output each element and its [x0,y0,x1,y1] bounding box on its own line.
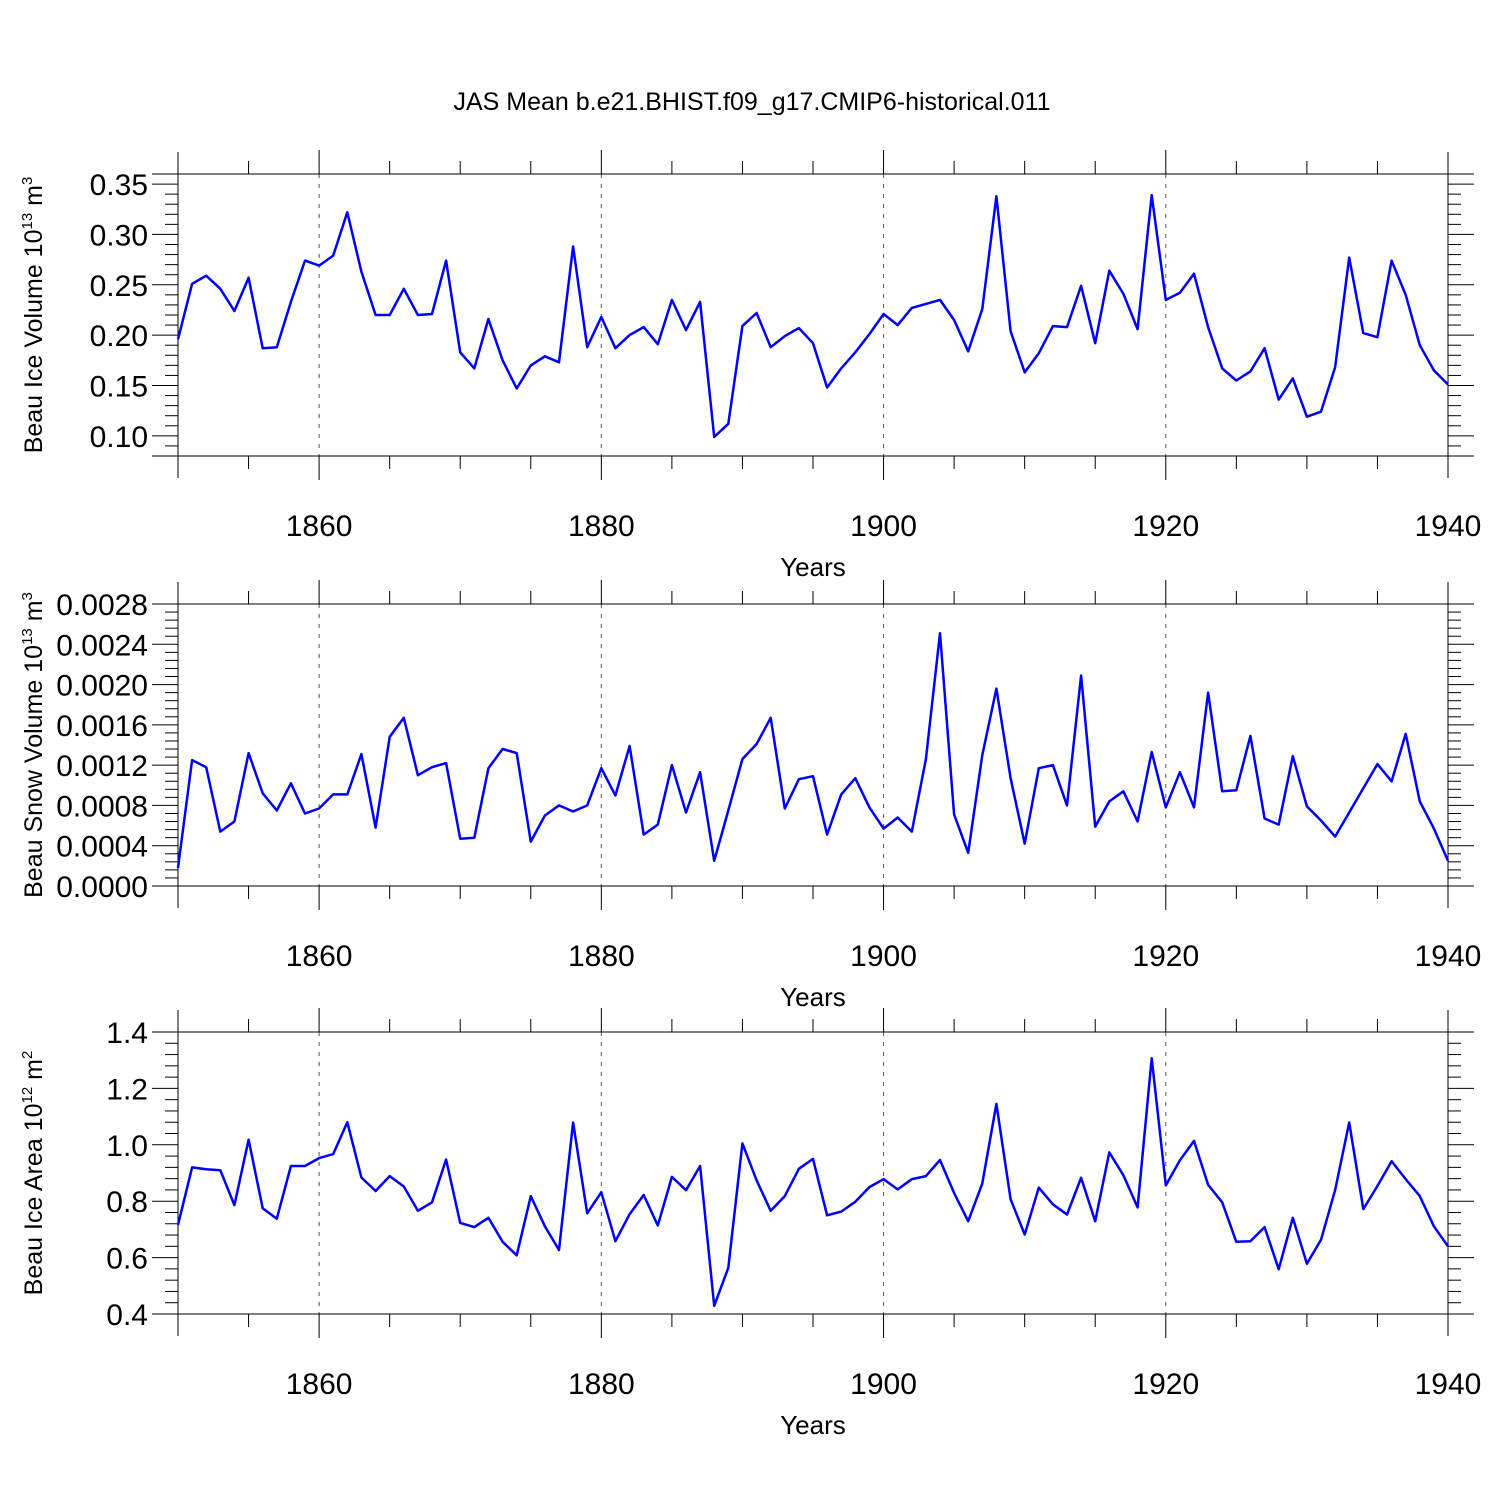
y-tick-label: 1.4 [106,1017,148,1050]
y-tick-label: 0.6 [106,1243,148,1276]
y-tick-label: 1.0 [106,1130,148,1163]
y-tick-label: 0.0028 [56,589,148,622]
x-axis-label: Years [780,1410,846,1440]
y-tick-label: 0.30 [90,219,148,252]
y-axis-label-exponent: 12 [19,1087,36,1104]
y-axis-label-text: Beau Ice Area 10 [20,1104,48,1296]
y-tick-label: 0.0008 [56,790,148,823]
panels: 1860 1880 1900 1920 1940 0.10 0.15 0.20 0.25 0.30… [19,150,1481,1440]
y-axis-label-unit: m [20,1059,48,1087]
y-tick-label: 0.0016 [56,710,148,743]
x-tick-label: 1880 [568,940,635,973]
series-line [176,193,1449,439]
chart-panel-3: 1860 1880 1900 1920 1940 0.4 0.6 0.8 1.0 1.2 1.4 Ye… [19,1008,1481,1440]
x-tick-label: 1860 [286,510,353,543]
y-tick-label: 0.0004 [56,831,148,864]
y-tick-label: 0.20 [90,320,148,353]
x-tick-label: 1920 [1132,1368,1199,1401]
y-axis-label-text: Beau Ice Volume 10 [20,230,48,454]
y-tick-label: 0.15 [90,371,148,404]
x-tick-label: 1920 [1132,510,1199,543]
x-tick-label: 1920 [1132,940,1199,973]
x-tick-label: 1940 [1415,510,1482,543]
chart-title: JAS Mean b.e21.BHIST.f09_g17.CMIP6-histo… [453,88,1050,116]
x-tick-label: 1940 [1415,1368,1482,1401]
x-tick-label: 1880 [568,510,635,543]
x-tick-label: 1860 [286,1368,353,1401]
x-tick-label: 1940 [1415,940,1482,973]
y-axis-label-text: Beau Snow Volume 10 [20,645,48,898]
y-axis-label-unit-exponent: 3 [19,592,36,600]
y-axis-label-unit: m [20,600,48,628]
y-tick-label: 0.0012 [56,750,148,783]
x-tick-label: 1900 [850,1368,917,1401]
series-line [176,631,1450,869]
x-axis-label: Years [780,552,846,582]
y-tick-label: 0.0020 [56,670,148,703]
y-axis-label-unit-exponent: 2 [19,1051,36,1059]
x-tick-label: 1900 [850,510,917,543]
x-axis-label: Years [780,982,846,1012]
y-axis-label-exponent: 13 [19,628,36,645]
y-tick-label: 0.0024 [56,629,148,662]
series-line [176,1056,1450,1308]
y-axis-label-unit-exponent: 3 [19,177,36,185]
y-tick-label: 0.0000 [56,871,148,904]
y-axis-label: Beau Ice Area 1012 m2 [19,1051,48,1296]
y-tick-label: 0.8 [106,1186,148,1219]
y-axis-label: Beau Ice Volume 1013 m3 [19,177,48,454]
y-axis-label: Beau Snow Volume 1013 m3 [19,592,48,898]
y-tick-label: 0.10 [90,421,148,454]
x-tick-label: 1880 [568,1368,635,1401]
chart-panel-1: 1860 1880 1900 1920 1940 0.10 0.15 0.20 0.25 0.30… [19,150,1481,582]
chart-panel-2: 1860 1880 1900 1920 1940 0.0000 0.0004 0.0008 0.… [19,580,1481,1012]
x-tick-label: 1900 [850,940,917,973]
y-axis-label-unit: m [20,185,48,213]
y-axis-label-exponent: 13 [19,213,36,230]
y-tick-label: 0.35 [90,169,148,202]
y-tick-label: 1.2 [106,1073,148,1106]
y-tick-label: 0.4 [106,1299,148,1332]
x-tick-label: 1860 [286,940,353,973]
y-tick-label: 0.25 [90,270,148,303]
